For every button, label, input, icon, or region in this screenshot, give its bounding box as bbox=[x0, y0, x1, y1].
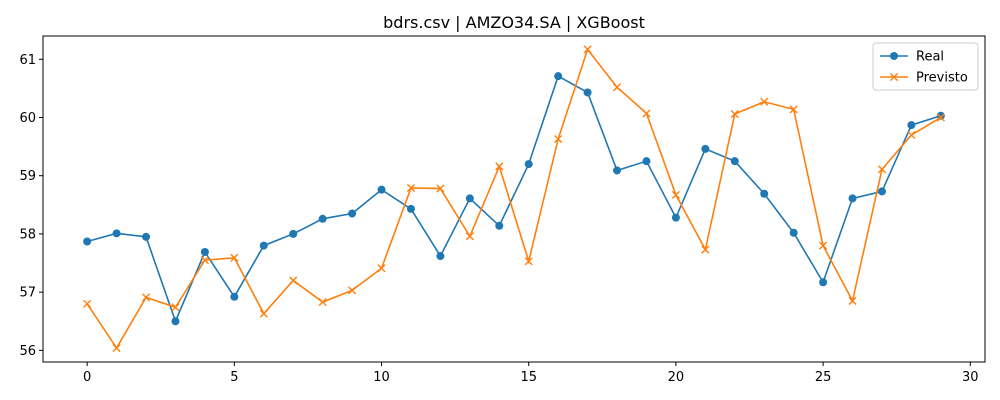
x-tick-label: 10 bbox=[373, 370, 390, 385]
data-point-real bbox=[819, 278, 828, 287]
data-point-previsto bbox=[83, 299, 92, 308]
data-point-previsto bbox=[877, 165, 887, 174]
chart-title: bdrs.csv | AMZO34.SA | XGBoost bbox=[383, 13, 645, 32]
data-point-previsto bbox=[642, 109, 651, 118]
data-point-previsto bbox=[406, 183, 416, 193]
data-point-real bbox=[83, 237, 92, 246]
data-point-real bbox=[789, 228, 798, 237]
data-point-real bbox=[112, 229, 121, 238]
data-point-previsto bbox=[701, 245, 710, 254]
y-tick-label: 59 bbox=[19, 169, 36, 184]
data-point-previsto bbox=[230, 253, 239, 262]
data-point-real bbox=[936, 111, 945, 120]
data-point-real bbox=[348, 209, 357, 218]
data-point-real bbox=[701, 144, 710, 153]
data-point-previsto bbox=[583, 45, 592, 54]
data-point-real bbox=[907, 121, 916, 130]
x-tick-label: 30 bbox=[962, 370, 979, 385]
data-point-real bbox=[377, 185, 386, 194]
data-point-previsto bbox=[818, 241, 828, 250]
data-point-previsto bbox=[259, 309, 268, 318]
y-tick-label: 58 bbox=[19, 227, 36, 242]
data-point-real bbox=[642, 157, 651, 166]
data-point-previsto bbox=[612, 83, 622, 92]
data-point-real bbox=[848, 194, 857, 203]
data-point-previsto bbox=[907, 130, 916, 140]
data-point-real bbox=[142, 232, 151, 241]
y-tick-label: 60 bbox=[19, 111, 36, 126]
data-point-previsto bbox=[318, 297, 327, 307]
data-point-previsto bbox=[200, 256, 210, 265]
data-point-real bbox=[760, 189, 769, 198]
data-point-real bbox=[495, 221, 504, 230]
data-point-previsto bbox=[436, 184, 445, 193]
data-point-real bbox=[730, 157, 739, 166]
data-point-previsto bbox=[789, 105, 798, 114]
legend-marker-real bbox=[890, 52, 898, 60]
data-point-real bbox=[436, 252, 445, 261]
data-point-real bbox=[318, 214, 327, 223]
legend-marker-previsto bbox=[889, 72, 899, 82]
legend-label-real: Real bbox=[916, 50, 944, 65]
x-tick-label: 15 bbox=[520, 370, 537, 385]
legend-box bbox=[872, 42, 979, 91]
data-point-real bbox=[671, 213, 680, 222]
legend-label-previsto: Previsto bbox=[916, 71, 968, 86]
data-point-previsto bbox=[112, 343, 121, 353]
data-point-previsto bbox=[141, 293, 151, 302]
x-tick-label: 20 bbox=[668, 370, 685, 385]
series-line-previsto bbox=[86, 47, 942, 350]
data-point-previsto bbox=[730, 109, 739, 119]
y-tick-label: 61 bbox=[19, 53, 36, 68]
data-point-previsto bbox=[524, 257, 533, 266]
data-point-real bbox=[524, 160, 533, 169]
data-point-previsto bbox=[936, 113, 945, 122]
x-tick-label: 25 bbox=[815, 370, 832, 385]
data-point-previsto bbox=[848, 296, 857, 305]
data-point-real bbox=[465, 194, 474, 203]
data-point-real bbox=[613, 166, 622, 175]
y-tick-label: 56 bbox=[19, 344, 36, 359]
data-point-previsto bbox=[671, 190, 681, 200]
data-point-previsto bbox=[554, 134, 563, 144]
data-point-real bbox=[406, 204, 415, 213]
data-point-real bbox=[200, 247, 209, 256]
data-point-real bbox=[583, 88, 592, 97]
data-point-previsto bbox=[465, 232, 474, 241]
plot-area: 0 5 10 15 20 25 30 56 57 58 59 60 61 bbox=[19, 45, 979, 385]
legend: Real Previsto bbox=[872, 42, 979, 91]
data-point-real bbox=[230, 292, 239, 301]
plot-frame bbox=[42, 35, 986, 363]
x-tick-label: 5 bbox=[230, 370, 238, 385]
series-line-real bbox=[86, 75, 942, 324]
x-tick-label: 0 bbox=[83, 370, 91, 385]
data-point-previsto bbox=[495, 162, 504, 171]
data-point-real bbox=[554, 72, 563, 81]
data-point-previsto bbox=[377, 264, 386, 273]
data-point-real bbox=[171, 317, 180, 326]
data-point-real bbox=[259, 241, 268, 250]
data-point-real bbox=[877, 187, 886, 196]
data-point-previsto bbox=[760, 97, 769, 106]
y-tick-label: 57 bbox=[19, 286, 36, 301]
data-point-previsto bbox=[171, 303, 180, 312]
data-point-real bbox=[289, 229, 298, 238]
data-point-previsto bbox=[347, 286, 357, 295]
data-point-previsto bbox=[289, 276, 298, 285]
